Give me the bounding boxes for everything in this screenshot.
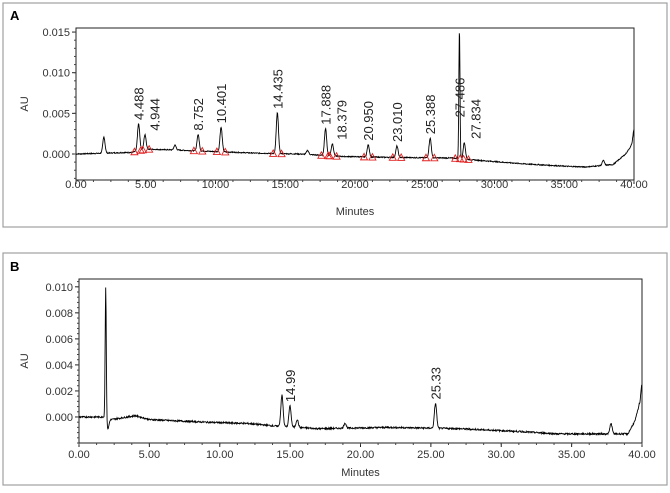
peak-label: 14.99 [283, 370, 298, 403]
peak-label: 25.33 [429, 367, 444, 400]
x-axis-title: Minutes [341, 467, 380, 479]
x-tick-label: 10.00 [202, 179, 230, 191]
peak-label: 27.486 [452, 78, 467, 118]
peak-boundary-marker [464, 154, 473, 163]
peak-boundary-marker [136, 145, 146, 154]
x-tick-label: 25.00 [411, 179, 439, 191]
peak-boundary-marker [189, 146, 199, 155]
peak-boundary-marker [388, 152, 398, 161]
peak-boundary-marker [198, 146, 207, 155]
peak-boundary-marker [323, 151, 333, 160]
x-tick-label: 35.00 [550, 179, 578, 191]
y-tick-label: 0.010 [42, 68, 70, 80]
x-tick-label: 5.00 [135, 179, 156, 191]
x-tick-label: 35.00 [558, 449, 586, 461]
y-tick-label: 0.015 [42, 27, 70, 39]
y-axis-title: AU [19, 353, 31, 368]
peak-boundary-marker [277, 149, 286, 158]
chromatogram-trace [75, 33, 635, 169]
peak-label: 25.388 [423, 95, 438, 135]
peak-boundary-marker [359, 152, 369, 161]
peak-label: 20.950 [361, 101, 376, 141]
peak-boundary-marker [144, 144, 154, 153]
x-tick-label: 15.00 [271, 179, 299, 191]
x-tick-label: 15.00 [276, 449, 304, 461]
x-tick-label: 30.00 [481, 179, 509, 191]
y-tick-label: 0.008 [45, 308, 73, 320]
peak-boundary-marker [332, 151, 341, 160]
x-tick-label: 10.00 [206, 449, 234, 461]
x-tick-label: 30.00 [487, 449, 515, 461]
panel-a-frame [2, 2, 668, 228]
peak-boundary-marker [450, 153, 460, 162]
peak-boundary-marker [317, 150, 326, 159]
y-tick-label: 0.006 [45, 334, 73, 346]
y-tick-label: 0.004 [45, 360, 73, 372]
y-tick-label: 0.010 [45, 282, 73, 294]
y-tick-label: 0.002 [45, 386, 73, 398]
peak-boundary-marker [268, 149, 278, 157]
panel-a: A 0.00 5.00 10.00 15.00 20.00 25.00 30.00 35.00… [2, 2, 668, 228]
peak-boundary-marker [130, 147, 139, 156]
panel-b: B 0.00 5.00 10.00 15.00 20.00 25.00 30.00 35.00… [2, 252, 668, 486]
peak-label: 18.379 [335, 100, 350, 140]
panel-b-label: B [10, 259, 19, 274]
peak-label: 27.834 [468, 99, 483, 139]
peak-label: 4.944 [148, 98, 163, 131]
peak-boundary-marker [430, 153, 439, 162]
peak-boundary-marker [138, 145, 148, 154]
peak-label: 10.401 [214, 84, 229, 124]
peak-label: 8.752 [191, 98, 206, 131]
x-tick-label: 0.00 [65, 179, 86, 191]
peak-boundary-marker [421, 153, 431, 162]
peak-boundary-marker [368, 152, 377, 161]
peak-boundary-marker [212, 147, 222, 156]
x-tick-label: 20.00 [341, 179, 369, 191]
chromatogram-trace [78, 287, 643, 437]
y-axis-title: AU [19, 96, 31, 111]
y-tick-label: 0.005 [42, 108, 70, 120]
x-tick-label: 40.00 [628, 449, 656, 461]
peak-boundary-marker [455, 154, 465, 163]
x-tick-label: 25.00 [417, 449, 445, 461]
peak-label: 4.488 [132, 87, 147, 120]
peak-label: 17.888 [319, 85, 334, 125]
peak-boundary-marker [396, 153, 406, 161]
x-tick-label: 5.00 [139, 449, 160, 461]
y-tick-label: 0.000 [45, 412, 73, 424]
x-axis-title: Minutes [336, 206, 375, 218]
x-tick-label: 0.00 [68, 449, 89, 461]
peak-label: 14.435 [270, 69, 285, 109]
peak-label: 23.010 [390, 102, 405, 142]
panel-b-frame [2, 252, 668, 486]
x-tick-label: 40.00 [620, 179, 648, 191]
peak-boundary-marker [221, 147, 230, 156]
y-tick-label: 0.000 [42, 149, 70, 161]
x-tick-label: 20.00 [347, 449, 375, 461]
panel-a-label: A [10, 8, 20, 23]
